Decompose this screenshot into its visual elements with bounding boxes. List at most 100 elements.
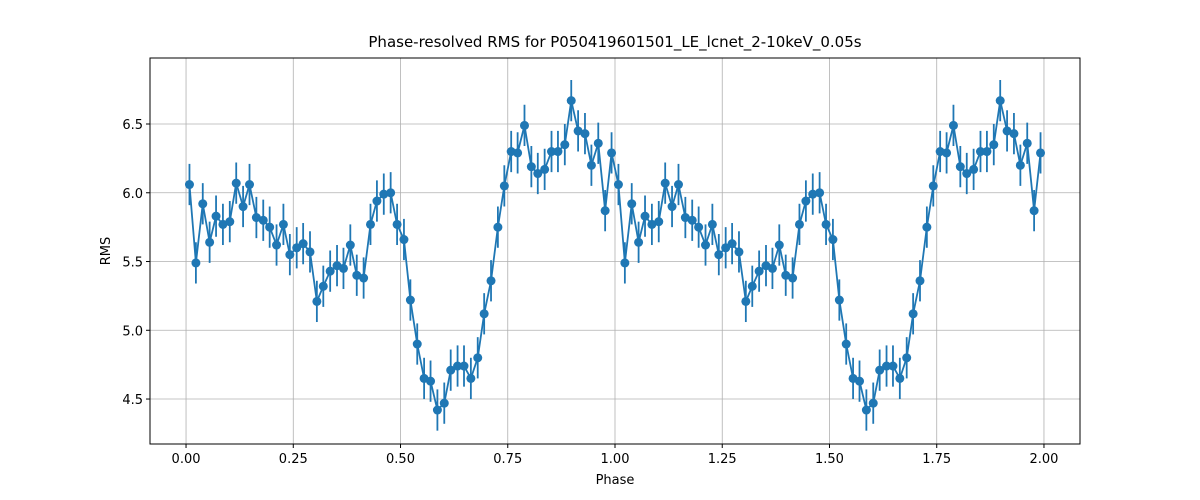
data-point bbox=[426, 376, 436, 386]
data-point bbox=[1015, 160, 1025, 170]
data-point bbox=[338, 263, 348, 273]
y-tick-label: 4.5 bbox=[122, 393, 143, 408]
data-point bbox=[948, 120, 958, 130]
data-point bbox=[888, 361, 898, 371]
data-point bbox=[513, 148, 523, 158]
x-tick-label: 1.75 bbox=[922, 452, 951, 467]
data-point bbox=[895, 373, 905, 383]
data-point bbox=[479, 309, 489, 319]
data-point bbox=[694, 222, 704, 232]
y-axis-label: RMS bbox=[99, 237, 114, 266]
data-point bbox=[640, 211, 650, 221]
x-axis-label: Phase bbox=[596, 473, 635, 488]
data-point bbox=[533, 169, 543, 179]
data-point bbox=[861, 405, 871, 415]
data-point bbox=[412, 339, 422, 349]
data-point bbox=[292, 243, 302, 253]
y-tick-label: 5.5 bbox=[122, 256, 143, 271]
data-point bbox=[747, 281, 757, 291]
data-point bbox=[774, 240, 784, 250]
data-point bbox=[788, 273, 798, 283]
data-point bbox=[942, 148, 952, 158]
data-point bbox=[687, 215, 697, 225]
plot-frame bbox=[149, 57, 1081, 445]
data-point bbox=[305, 247, 315, 257]
data-point bbox=[553, 147, 563, 157]
data-point bbox=[908, 309, 918, 319]
data-point bbox=[345, 240, 355, 250]
data-point bbox=[432, 405, 442, 415]
data-point bbox=[600, 206, 610, 216]
data-point bbox=[754, 266, 764, 276]
x-tick-label: 1.50 bbox=[815, 452, 844, 467]
data-point bbox=[405, 295, 415, 305]
data-point bbox=[1036, 148, 1046, 158]
x-tick-label: 0.50 bbox=[386, 452, 415, 467]
data-point bbox=[969, 164, 979, 174]
data-point bbox=[593, 138, 603, 148]
data-point bbox=[701, 240, 711, 250]
data-point bbox=[989, 140, 999, 150]
data-point bbox=[982, 147, 992, 157]
data-point bbox=[225, 217, 235, 227]
data-point bbox=[586, 160, 596, 170]
data-point bbox=[821, 219, 831, 229]
data-point bbox=[620, 258, 630, 268]
x-tick-label: 2.00 bbox=[1029, 452, 1058, 467]
data-point bbox=[828, 235, 838, 245]
data-point bbox=[386, 188, 396, 198]
data-point bbox=[272, 240, 282, 250]
data-point bbox=[258, 215, 268, 225]
data-point bbox=[975, 147, 985, 157]
data-point bbox=[285, 250, 295, 260]
data-point bbox=[741, 296, 751, 306]
data-point bbox=[453, 361, 463, 371]
data-point bbox=[486, 276, 496, 286]
x-tick-label: 0.00 bbox=[172, 452, 201, 467]
data-point bbox=[298, 239, 308, 249]
y-tick-label: 6.0 bbox=[122, 187, 143, 202]
chart-title: Phase-resolved RMS for P050419601501_LE_… bbox=[368, 33, 861, 52]
x-tick-label: 0.75 bbox=[493, 452, 522, 467]
data-point bbox=[499, 181, 509, 191]
data-point bbox=[673, 180, 683, 190]
data-point bbox=[566, 96, 576, 106]
x-tick-label: 1.00 bbox=[601, 452, 630, 467]
data-point bbox=[1002, 126, 1012, 136]
data-point bbox=[312, 296, 322, 306]
data-point bbox=[627, 199, 637, 209]
data-point bbox=[855, 376, 865, 386]
data-point bbox=[198, 199, 208, 209]
y-tick-label: 5.0 bbox=[122, 324, 143, 339]
data-point bbox=[1022, 138, 1032, 148]
data-point bbox=[184, 180, 194, 190]
data-point bbox=[721, 243, 731, 253]
data-point bbox=[875, 365, 885, 375]
data-point bbox=[902, 353, 912, 363]
data-point bbox=[868, 398, 878, 408]
data-point bbox=[325, 266, 335, 276]
data-point bbox=[781, 270, 791, 280]
data-point bbox=[205, 237, 215, 247]
data-point bbox=[519, 120, 529, 130]
data-point bbox=[647, 219, 657, 229]
x-tick-label: 1.25 bbox=[708, 452, 737, 467]
data-point bbox=[392, 219, 402, 229]
data-point bbox=[473, 353, 483, 363]
data-point bbox=[580, 129, 590, 139]
data-point bbox=[547, 147, 557, 157]
data-point bbox=[767, 263, 777, 273]
data-point bbox=[727, 239, 737, 249]
data-point bbox=[995, 96, 1005, 106]
data-point bbox=[231, 178, 241, 188]
data-point bbox=[734, 247, 744, 257]
data-point bbox=[660, 178, 670, 188]
data-point bbox=[526, 162, 536, 172]
data-point bbox=[915, 276, 925, 286]
data-point bbox=[318, 281, 328, 291]
data-point bbox=[680, 213, 690, 223]
data-point bbox=[365, 219, 375, 229]
data-point bbox=[841, 339, 851, 349]
data-point bbox=[1029, 206, 1039, 216]
